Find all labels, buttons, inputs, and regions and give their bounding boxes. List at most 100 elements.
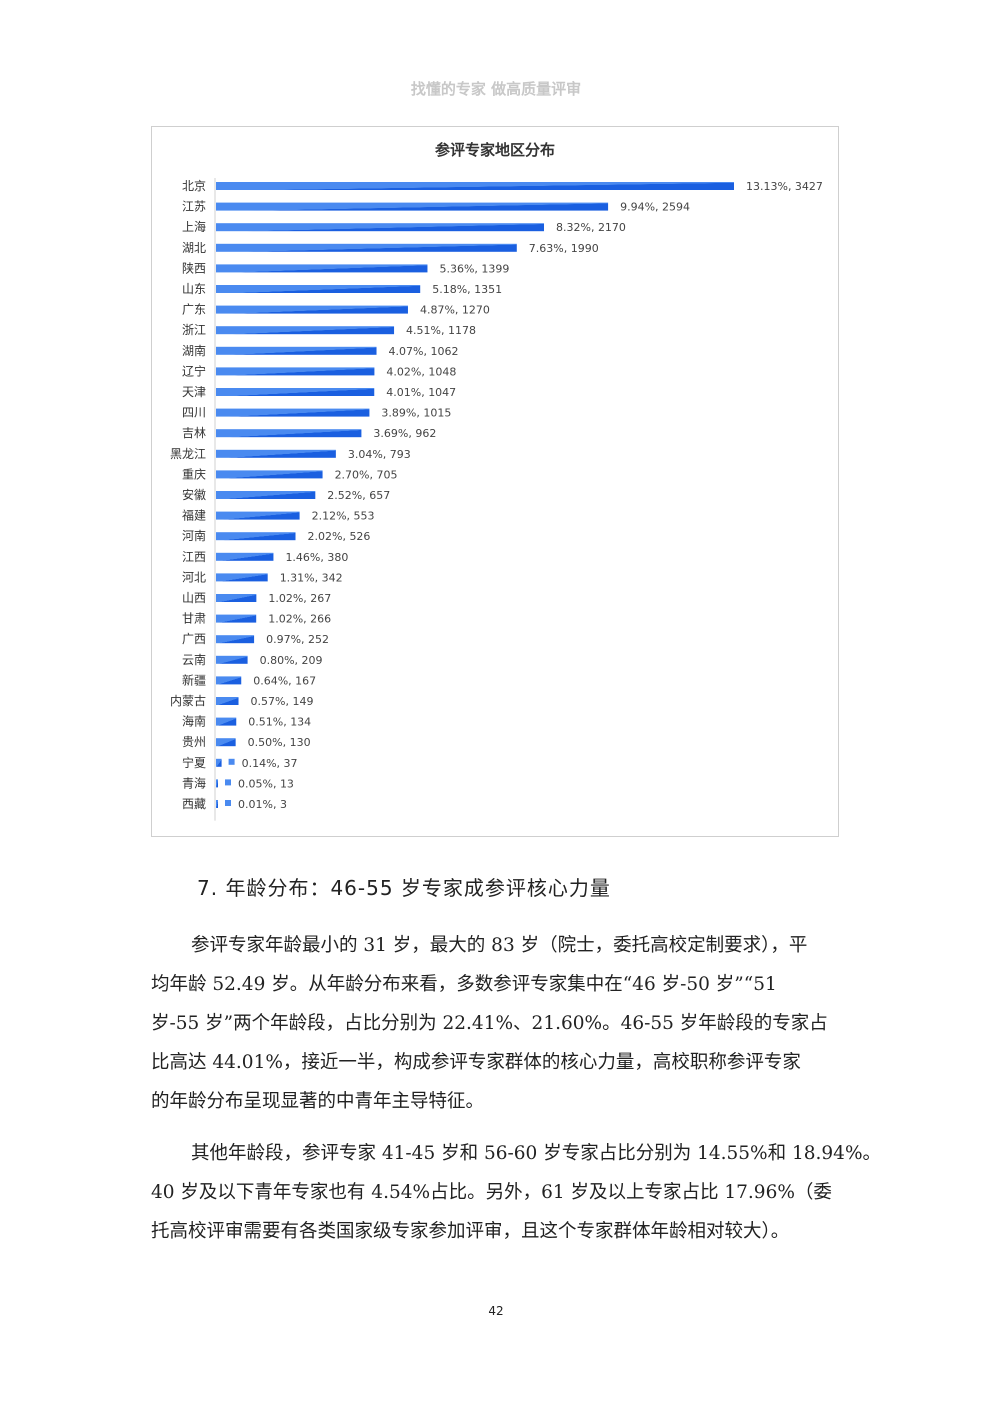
data-label: 0.01%, 3 xyxy=(238,798,287,811)
category-label: 上海 xyxy=(182,219,206,234)
category-label: 内蒙古 xyxy=(170,693,206,708)
data-label: 0.64%, 167 xyxy=(253,674,316,687)
bar xyxy=(216,697,239,705)
data-label: 5.18%, 1351 xyxy=(432,283,502,296)
category-label: 安徽 xyxy=(182,487,206,502)
bar xyxy=(216,491,316,499)
category-label: 新疆 xyxy=(182,672,206,687)
bar xyxy=(216,676,242,685)
paragraph-line: 其他年龄段，参评专家 41-45 岁和 56-60 岁专家占比分别为 14.55… xyxy=(191,1143,882,1164)
paragraph-1: 参评专家年龄最小的 31 岁，最大的 83 岁（院士，委托高校定制要求），平 均… xyxy=(151,926,851,1121)
category-label: 青海 xyxy=(182,775,206,790)
category-label: 广西 xyxy=(182,632,206,646)
data-label: 2.70%, 705 xyxy=(335,468,398,481)
category-label: 湖南 xyxy=(182,343,206,358)
paragraph-line: 比高达 44.01%，接近一半，构成参评专家群体的核心力量，高校职称参评专家 xyxy=(151,1052,801,1073)
data-label: 0.80%, 209 xyxy=(260,654,323,667)
category-label: 浙江 xyxy=(182,323,206,337)
category-label: 辽宁 xyxy=(182,363,206,378)
bar xyxy=(216,285,421,293)
bar xyxy=(216,594,257,602)
bar xyxy=(216,408,370,417)
bar xyxy=(216,573,268,582)
paragraph-line: 岁-55 岁”两个年龄段，占比分别为 22.41%、21.60%。46-55 岁… xyxy=(151,1013,828,1034)
page-header: 找懂的专家 做高质量评审 xyxy=(410,80,582,98)
data-label: 3.69%, 962 xyxy=(373,427,436,440)
paragraph-line: 的年龄分布呈现显著的中青年主导特征。 xyxy=(151,1091,485,1112)
data-label: 7.63%, 1990 xyxy=(529,242,599,255)
paragraph-line: 参评专家年龄最小的 31 岁，最大的 83 岁（院士，委托高校定制要求），平 xyxy=(191,935,808,956)
category-label: 陕西 xyxy=(182,260,206,275)
category-label: 西藏 xyxy=(182,797,206,811)
bar xyxy=(216,326,395,335)
category-label: 山西 xyxy=(182,591,206,605)
bar xyxy=(216,655,248,664)
section-heading: 7. 年龄分布：46-55 岁专家成参评核心力量 xyxy=(197,876,611,900)
data-label: 4.87%, 1270 xyxy=(420,304,490,317)
category-label: 福建 xyxy=(182,508,206,523)
bar xyxy=(216,532,296,541)
category-label: 江苏 xyxy=(182,200,206,214)
region-distribution-chart: 参评专家地区分布 北京 13.13%, 3427 江苏 9.94%, 2594 上海 8.… xyxy=(151,126,839,837)
bar xyxy=(216,449,336,458)
bar xyxy=(216,346,377,355)
bar xyxy=(216,552,274,561)
data-label: 9.94%, 2594 xyxy=(620,201,690,214)
bar xyxy=(216,305,408,314)
category-label: 重庆 xyxy=(182,467,206,481)
data-label: 3.04%, 793 xyxy=(348,448,411,461)
paragraph-line: 40 岁及以下青年专家也有 4.54%占比。另外，61 岁及以上专家占比 17.… xyxy=(151,1182,832,1203)
data-label: 0.05%, 13 xyxy=(238,777,294,790)
data-label: 0.57%, 149 xyxy=(251,695,314,708)
data-label: 0.14%, 37 xyxy=(242,757,298,770)
label-key-marker xyxy=(228,758,235,765)
bar-chart-svg: 北京 13.13%, 3427 江苏 9.94%, 2594 上海 8.32%, 2170… xyxy=(170,178,823,821)
bar xyxy=(216,635,255,644)
category-label: 河北 xyxy=(182,570,206,584)
data-label: 0.51%, 134 xyxy=(248,716,311,729)
bar xyxy=(216,202,609,211)
bar xyxy=(216,182,734,190)
category-label: 江西 xyxy=(182,550,206,564)
category-label: 黑龙江 xyxy=(170,447,206,461)
data-label: 1.31%, 342 xyxy=(280,571,343,584)
category-label: 河南 xyxy=(182,528,206,543)
bar xyxy=(216,223,545,232)
bar xyxy=(216,614,257,623)
bar xyxy=(216,511,300,520)
bar xyxy=(216,429,362,438)
label-key-marker xyxy=(225,800,231,806)
data-label: 5.36%, 1399 xyxy=(439,262,509,275)
data-label: 2.12%, 553 xyxy=(312,510,375,523)
data-label: 8.32%, 2170 xyxy=(556,221,626,234)
category-label: 海南 xyxy=(182,714,206,729)
bar xyxy=(216,717,237,726)
category-label: 北京 xyxy=(182,179,206,193)
bar xyxy=(216,779,218,788)
category-label: 湖北 xyxy=(182,240,206,255)
data-label: 2.52%, 657 xyxy=(327,489,390,502)
bar xyxy=(216,800,218,808)
page-number: 42 xyxy=(488,1304,504,1318)
bar xyxy=(216,243,517,252)
data-label: 1.02%, 267 xyxy=(268,592,331,605)
data-label: 4.51%, 1178 xyxy=(406,324,476,337)
paragraph-line: 均年龄 52.49 岁。从年龄分布来看，多数参评专家集中在“46 岁-50 岁”… xyxy=(151,974,777,995)
bar xyxy=(216,738,236,747)
category-label: 云南 xyxy=(182,652,206,667)
category-label: 四川 xyxy=(182,406,206,420)
data-label: 13.13%, 3427 xyxy=(746,180,823,193)
data-label: 4.01%, 1047 xyxy=(386,386,456,399)
bar xyxy=(216,367,375,376)
data-label: 1.02%, 266 xyxy=(268,613,331,626)
label-key-marker xyxy=(225,779,231,786)
data-label: 4.07%, 1062 xyxy=(389,345,459,358)
data-label: 4.02%, 1048 xyxy=(386,365,456,378)
category-label: 宁夏 xyxy=(182,755,206,770)
category-label: 甘肃 xyxy=(182,612,206,626)
category-label: 天津 xyxy=(182,385,206,399)
data-label: 0.50%, 130 xyxy=(248,736,311,749)
paragraph-2: 其他年龄段，参评专家 41-45 岁和 56-60 岁专家占比分别为 14.55… xyxy=(151,1134,882,1251)
bar xyxy=(216,470,323,479)
category-label: 广东 xyxy=(182,303,206,317)
